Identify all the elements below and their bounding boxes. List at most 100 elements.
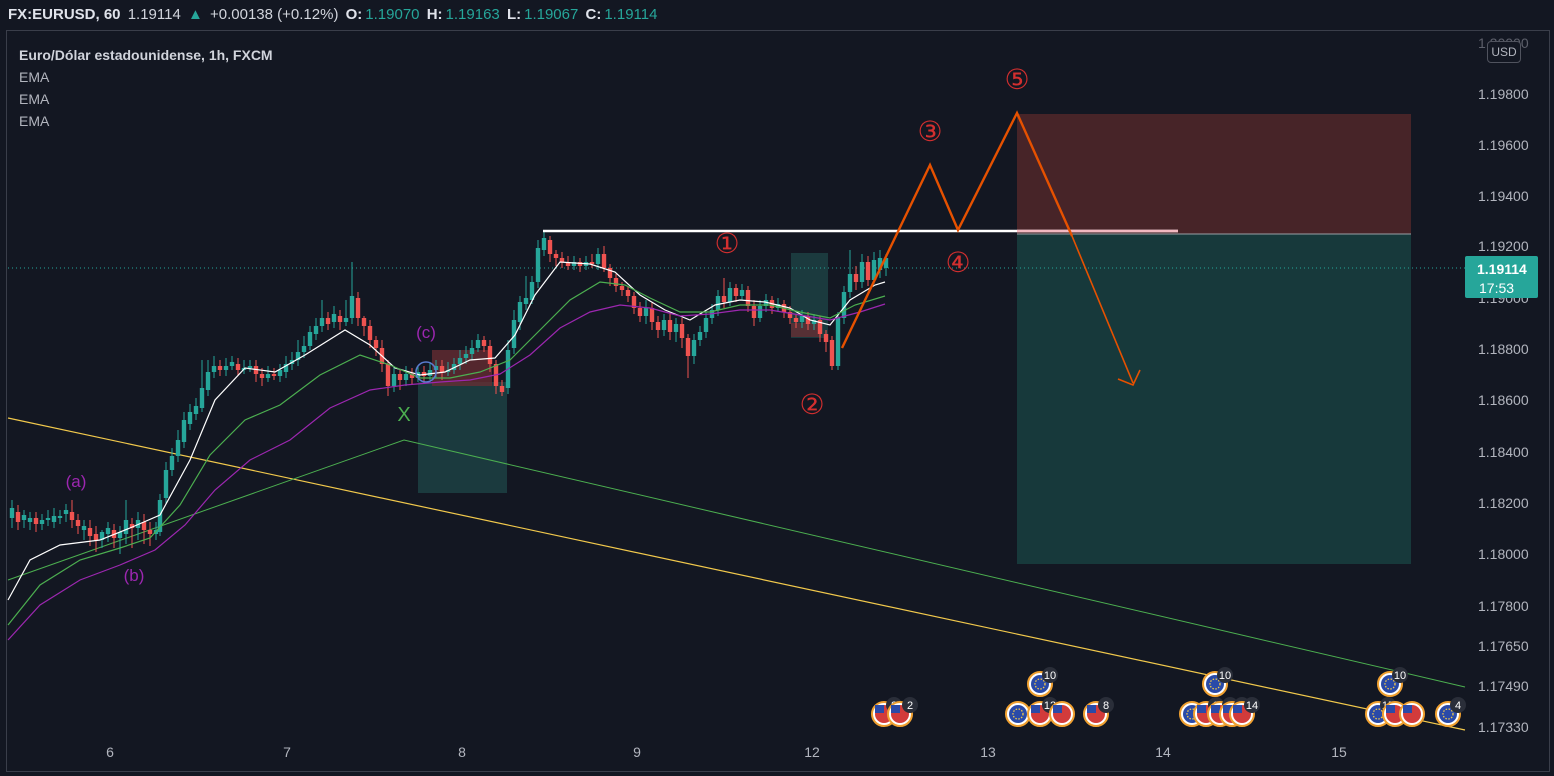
candle (511, 310, 517, 354)
eu-stars (1384, 678, 1396, 690)
candle (853, 266, 859, 290)
candle-body (727, 288, 733, 302)
candle (175, 430, 181, 462)
candle (835, 312, 841, 370)
eu-stars (1012, 708, 1024, 720)
candle-body (697, 332, 703, 340)
candle-body (283, 364, 289, 372)
candle (69, 500, 75, 528)
candle (673, 318, 679, 342)
candle (487, 340, 493, 372)
candle (229, 356, 235, 370)
candle (385, 360, 391, 396)
candle (33, 512, 39, 532)
event-badge: 10 (1377, 667, 1408, 697)
candle (361, 316, 367, 336)
candle-body (15, 512, 21, 522)
candle (241, 360, 247, 374)
price-tick: 1.17330 (1478, 719, 1529, 735)
ema-mid-line (7, 281, 886, 626)
legend-title[interactable]: Euro/Dólar estadounidense, 1h, FXCM (19, 47, 273, 63)
legend-ema-3[interactable]: EMA (19, 113, 50, 129)
candle (859, 254, 865, 288)
candle-body (841, 292, 847, 318)
candle (211, 356, 217, 378)
candle-body (817, 320, 823, 334)
price-tick: 1.19600 (1478, 137, 1529, 153)
candle-body (295, 352, 301, 360)
candle-body (823, 334, 829, 342)
price-tick: 1.17800 (1478, 598, 1529, 614)
candle (481, 336, 487, 352)
candle (57, 510, 63, 524)
candle (553, 250, 559, 266)
candle-body (835, 318, 841, 366)
candle-body (853, 274, 859, 282)
corrective-label-a: (a) (66, 472, 87, 491)
candle-body (409, 374, 415, 378)
candle (93, 526, 99, 552)
candle-body (157, 500, 163, 532)
candle-body (757, 306, 763, 318)
candle (817, 316, 823, 342)
candle (331, 306, 337, 328)
candle-body (787, 312, 793, 318)
event-count: 10 (1219, 670, 1231, 682)
candle-body (469, 348, 475, 354)
legend-ema-1[interactable]: EMA (19, 69, 50, 85)
candle-body (547, 240, 553, 254)
legend-ema-2[interactable]: EMA (19, 91, 50, 107)
candle-body (319, 318, 325, 326)
candle (187, 404, 193, 430)
candle (559, 252, 565, 268)
candle (403, 366, 409, 386)
candle (793, 314, 799, 328)
candle-body (541, 238, 547, 250)
take-profit-zone (1017, 234, 1411, 564)
candle-body (277, 370, 283, 376)
price-tick: 1.18200 (1478, 495, 1529, 511)
candle (141, 514, 147, 544)
eu-stars (1442, 708, 1454, 720)
candle (163, 462, 169, 504)
event-count: 14 (1246, 700, 1258, 712)
open-value: 1.19070 (365, 6, 420, 23)
candle-body (775, 304, 781, 308)
event-badge (1005, 701, 1031, 727)
candle-body (637, 308, 643, 316)
time-tick: 6 (106, 744, 114, 760)
candle-body (859, 262, 865, 282)
price-tick: 1.17650 (1478, 638, 1529, 654)
candle (199, 360, 205, 412)
candle-body (247, 366, 253, 368)
candle-body (439, 366, 445, 372)
projection-arrow-line (1071, 235, 1134, 384)
candle-body (397, 374, 403, 380)
candle (649, 302, 655, 330)
up-arrow-icon: ▲ (187, 6, 203, 23)
candle-body (93, 534, 99, 540)
candle (51, 508, 57, 528)
current-price-tag: 1.19114 17:53 (1465, 256, 1538, 298)
candle (325, 312, 331, 330)
event-count: 8 (1103, 700, 1109, 712)
candle-body (391, 374, 397, 386)
candle (637, 302, 643, 322)
candle-body (871, 260, 877, 280)
candle (391, 366, 397, 392)
currency-badge[interactable]: USD (1487, 41, 1521, 63)
candle (451, 358, 457, 374)
event-count-bg (1450, 697, 1466, 713)
candle (715, 290, 721, 316)
candle-body (685, 338, 691, 356)
candle-body (337, 316, 343, 322)
price-tick: 1.19800 (1478, 86, 1529, 102)
candle (87, 520, 93, 546)
candle-body (433, 366, 439, 370)
event-badge: 12 (1027, 697, 1058, 727)
event-badge: 14 (1229, 697, 1260, 727)
symbol-label[interactable]: FX:EURUSD, 60 (8, 6, 121, 23)
low-value: 1.19067 (524, 6, 579, 23)
green-trendline (7, 439, 1466, 688)
